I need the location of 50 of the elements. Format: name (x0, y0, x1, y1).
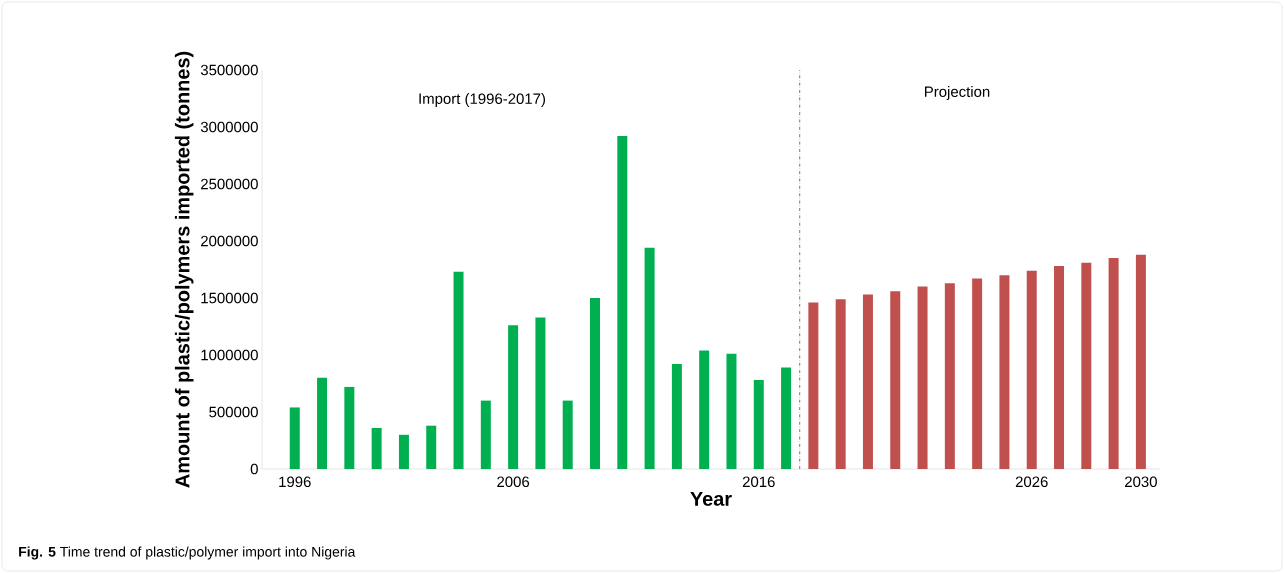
bar (699, 350, 710, 469)
bar (617, 136, 628, 469)
bar (808, 302, 819, 469)
bar (1026, 270, 1037, 469)
x-tick-label: 1996 (279, 476, 311, 488)
annotation: Projection (925, 86, 990, 100)
bar (562, 400, 573, 469)
y-tick-label: 500000 (209, 406, 258, 418)
bar (1135, 254, 1146, 469)
bar (590, 298, 600, 469)
bar (999, 275, 1010, 469)
bar (644, 247, 655, 469)
y-tick-label: 2000000 (201, 235, 258, 247)
bar (862, 294, 873, 469)
annotation: Import (1996-2017) (419, 93, 546, 107)
y-tick-label: 0 (250, 463, 258, 475)
bar (398, 434, 409, 469)
y-tick-label: 1500000 (201, 292, 258, 304)
x-tick-label: 2026 (1015, 476, 1048, 488)
bar (344, 386, 355, 469)
bar (944, 283, 955, 469)
bar (781, 367, 792, 469)
y-tick-label: 1000000 (201, 349, 258, 361)
bar (453, 271, 464, 469)
y-axis-title: Amount of plastic/polymers imported (tonnes) (174, 51, 194, 488)
text: Fig. 5 Time trend of plastic/polymer import into Nigeria (19, 546, 356, 560)
x-tick-label: 2030 (1125, 476, 1157, 488)
bar (1081, 262, 1092, 469)
bar (753, 380, 764, 469)
bar (289, 407, 300, 469)
bar (317, 377, 328, 469)
y-tick-label: 2500000 (201, 178, 258, 190)
x-tick-label: 2006 (497, 476, 530, 488)
x-axis-title: Year (690, 491, 732, 506)
bar (508, 325, 519, 469)
bar (1108, 258, 1119, 469)
y-tick-label: 3000000 (200, 121, 258, 133)
x-tick-label: 2016 (742, 476, 775, 488)
bar (890, 291, 901, 469)
bar (671, 364, 682, 469)
y-tick-label: 3500000 (200, 64, 258, 76)
bar (972, 278, 983, 469)
bar (1054, 266, 1065, 469)
bar (726, 353, 737, 469)
bar (426, 425, 437, 469)
bar (917, 286, 928, 469)
bar (480, 400, 491, 469)
bar (371, 427, 382, 469)
bar (835, 299, 846, 469)
bar (535, 317, 546, 469)
